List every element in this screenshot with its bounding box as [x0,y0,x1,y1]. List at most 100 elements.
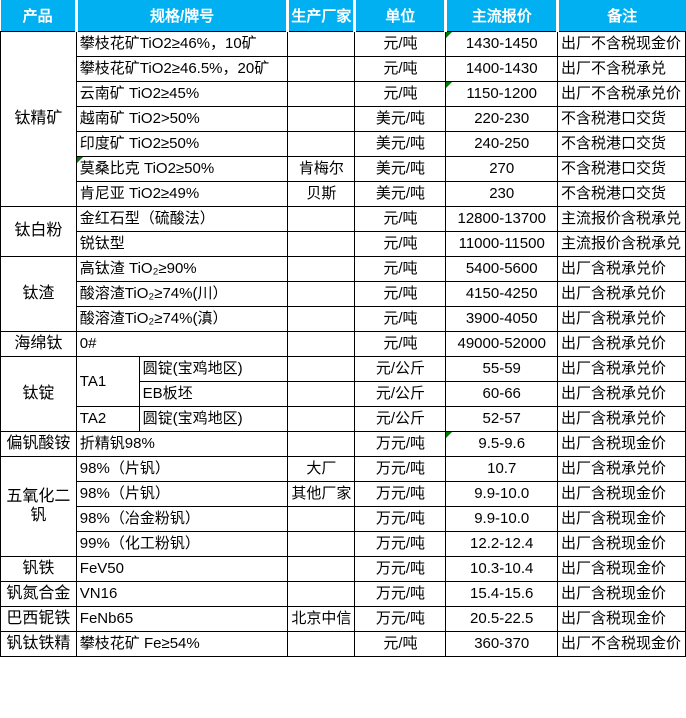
spec-cell: 金红石型（硫酸法） [75,206,289,232]
product-cell: 海绵钛 [0,331,77,357]
table-row: 莫桑比克 TiO2≥50% 肯梅尔 美元/吨 270 不含税港口交货 [1,156,686,182]
unit-cell: 元/吨 [354,81,447,107]
note-cell: 出厂含税承兑价 [557,381,686,407]
maker-cell [287,206,356,232]
price-cell: 55-59 [445,356,558,382]
maker-cell [287,331,356,357]
subspec-cell: 圆锭(宝鸡地区) [138,406,289,432]
table-row: 99%（化工粉钒） 万元/吨 12.2-12.4 出厂含税现金价 [1,531,686,557]
unit-cell: 元/公斤 [354,406,447,432]
note-cell: 出厂含税现金价 [557,581,686,607]
note-cell: 出厂不含税现金价 [557,631,686,657]
price-cell: 220-230 [445,106,558,132]
unit-cell: 元/吨 [354,306,447,332]
column-header-1: 规格/牌号 [74,0,288,32]
unit-cell: 美元/吨 [354,131,447,157]
note-cell: 出厂含税现金价 [557,556,686,582]
maker-cell [287,556,356,582]
table-row: 钛渣 高钛渣 TiO₂≥90% 元/吨 5400-5600 出厂含税承兑价 [0,256,686,332]
note-cell: 不含税港口交货 [557,106,686,132]
column-header-0: 产品 [0,0,77,32]
price-table: 产品 规格/牌号 生产厂家 单位 主流报价 备注 钛精矿 攀枝花矿TiO2≥46%，10矿元… [0,0,686,657]
maker-cell [287,31,356,57]
product-cell: 巴西铌铁 [0,606,77,632]
note-cell: 出厂含税现金价 [557,531,686,557]
price-cell: 11000-11500 [445,231,558,257]
table-row: 钛精矿 攀枝花矿TiO2≥46%，10矿 元/吨 1430-1450 出厂不含税现金价 [0,31,686,207]
price-cell: 360-370 [445,631,558,657]
table-row: 云南矿 TiO2≥45% 元/吨 1150-1200 出厂不含税承兑价 [1,81,686,107]
price-cell: 10.7 [445,456,558,482]
price-cell: 1430-1450 [445,31,558,57]
spec-cell: FeNb65 [75,606,289,632]
spec-cell: 酸溶渣TiO₂≥74%(川） [75,281,289,307]
maker-cell [287,231,356,257]
spec-cell: 98%（片钒） [75,456,289,482]
spec-cell: 0# [75,331,289,357]
unit-cell: 万元/吨 [354,431,447,457]
table-row: 钒铁 FeV50 万元/吨 10.3-10.4 出厂含税现金价 [0,556,686,582]
price-cell: 240-250 [445,131,558,157]
note-cell: 出厂含税承兑价 [557,331,686,357]
note-cell: 出厂含税现金价 [557,481,686,507]
maker-cell [287,256,356,282]
unit-cell: 万元/吨 [354,556,447,582]
unit-cell: 元/吨 [354,231,447,257]
price-cell: 9.9-10.0 [445,481,558,507]
column-header-3: 单位 [353,0,446,32]
maker-cell [287,531,356,557]
product-cell: 钛渣 [0,256,77,332]
table-row: 偏钒酸铵 折精钒98% 万元/吨 9.5-9.6 出厂含税现金价 [0,431,686,457]
note-cell: 出厂含税承兑价 [557,456,686,482]
spec-cell: 酸溶渣TiO₂≥74%(滇） [75,306,289,332]
note-cell: 主流报价含税承兑 [557,206,686,232]
price-cell: 270 [445,156,558,182]
spec-cell: 99%（化工粉钒） [75,531,289,557]
price-cell: 9.5-9.6 [445,431,558,457]
table-row: 巴西铌铁 FeNb65 北京中信 万元/吨 20.5-22.5 出厂含税现金价 [0,606,686,632]
note-cell: 出厂不含税承兑 [557,56,686,82]
spec-cell: 高钛渣 TiO₂≥90% [75,256,289,282]
unit-cell: 元/吨 [354,256,447,282]
note-cell: 主流报价含税承兑 [557,231,686,257]
price-cell: 12800-13700 [445,206,558,232]
unit-cell: 元/吨 [354,631,447,657]
table-row: 钛白粉 金红石型（硫酸法） 元/吨 12800-13700 主流报价含税承兑 [0,206,686,257]
column-header-4: 主流报价 [444,0,558,32]
price-cell: 3900-4050 [445,306,558,332]
grade-cell: TA2 [75,406,140,432]
unit-cell: 万元/吨 [354,531,447,557]
maker-cell: 北京中信 [287,606,356,632]
table-row: 锐钛型 元/吨 11000-11500 主流报价含税承兑 [1,231,686,257]
table-row: 印度矿 TiO2≥50% 美元/吨 240-250 不含税港口交货 [1,131,686,157]
unit-cell: 元/吨 [354,281,447,307]
maker-cell [287,81,356,107]
table-row: 越南矿 TiO2>50% 美元/吨 220-230 不含税港口交货 [1,106,686,132]
table-row: 攀枝花矿TiO2≥46.5%，20矿 元/吨 1400-1430 出厂不含税承兑 [1,56,686,82]
subspec-cell: 圆锭(宝鸡地区) [138,356,289,382]
price-cell: 15.4-15.6 [445,581,558,607]
maker-cell [287,306,356,332]
price-cell: 20.5-22.5 [445,606,558,632]
product-cell: 偏钒酸铵 [0,431,77,457]
column-header-2: 生产厂家 [286,0,355,32]
note-cell: 不含税港口交货 [557,181,686,207]
price-cell: 1400-1430 [445,56,558,82]
grade-cell: TA1 [75,356,140,407]
note-cell: 出厂含税承兑价 [557,306,686,332]
spec-cell: FeV50 [75,556,289,582]
unit-cell: 万元/吨 [354,456,447,482]
table-row: 海绵钛 0# 元/吨 49000-52000 出厂含税承兑价 [0,331,686,357]
table-row: 酸溶渣TiO₂≥74%(川） 元/吨 4150-4250 出厂含税承兑价 [1,281,686,307]
spec-cell: 锐钛型 [75,231,289,257]
spec-cell: 印度矿 TiO2≥50% [75,131,289,157]
note-cell: 出厂含税承兑价 [557,281,686,307]
spec-cell: VN16 [75,581,289,607]
note-cell: 出厂含税承兑价 [557,406,686,432]
subspec-cell: EB板坯 [138,381,289,407]
table-row: 酸溶渣TiO₂≥74%(滇） 元/吨 3900-4050 出厂含税承兑价 [1,306,686,332]
note-cell: 出厂含税现金价 [557,506,686,532]
price-cell: 10.3-10.4 [445,556,558,582]
table-row: 98%（片钒） 其他厂家 万元/吨 9.9-10.0 出厂含税现金价 [1,481,686,507]
maker-cell [287,631,356,657]
